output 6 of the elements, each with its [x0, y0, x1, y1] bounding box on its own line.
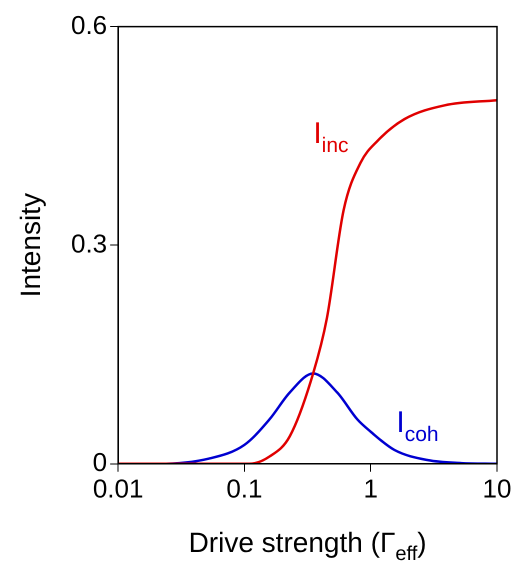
y-tick-label: 0.6: [70, 10, 108, 40]
y-tick-label: 0.3: [70, 228, 108, 258]
x-tick-label: 1: [363, 474, 378, 504]
y-axis-title: Intensity: [15, 193, 46, 298]
x-tick-label: 0.1: [226, 474, 263, 504]
x-tick-label: 10: [482, 474, 512, 504]
